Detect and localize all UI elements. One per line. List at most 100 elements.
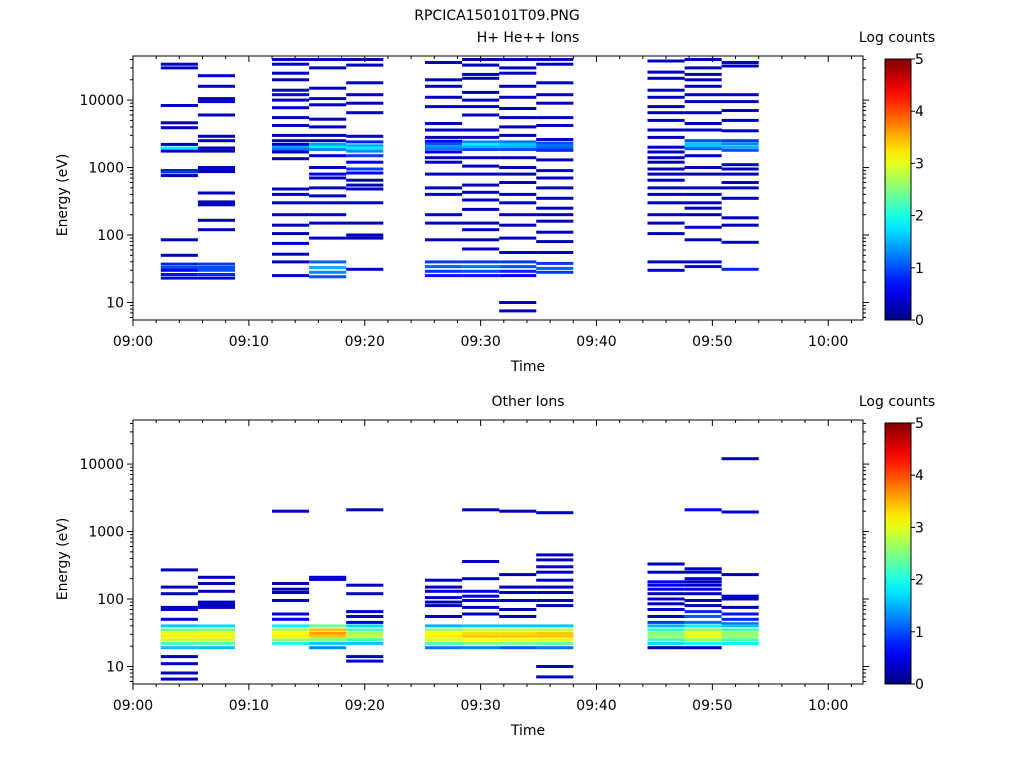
x-tick-label: 10:00	[808, 698, 848, 714]
heatmap-cell	[536, 144, 574, 148]
heatmap-cell	[425, 95, 463, 99]
y-tick-label: 1000	[88, 525, 124, 541]
heatmap-cell	[684, 166, 722, 169]
heatmap-cell	[462, 594, 500, 598]
heatmap-cell	[425, 638, 463, 642]
heatmap-cell	[346, 140, 384, 144]
y-tick-label: 10000	[79, 457, 124, 473]
heatmap-cell	[197, 266, 235, 269]
heatmap-cell	[160, 638, 198, 642]
heatmap-cell	[684, 646, 722, 650]
heatmap-cell	[647, 59, 685, 63]
heatmap-cell	[536, 558, 574, 562]
heatmap-cell	[647, 118, 685, 122]
heatmap-cell	[272, 617, 310, 621]
heatmap-cell	[684, 610, 722, 614]
heatmap-cell	[197, 575, 235, 579]
heatmap-cell	[647, 172, 685, 176]
heatmap-cell	[346, 187, 384, 191]
heatmap-cell	[160, 617, 198, 621]
x-tick-label: 09:30	[460, 334, 500, 350]
heatmap-cell	[425, 604, 463, 608]
heatmap-cell	[197, 638, 235, 642]
heatmap-cell	[160, 671, 198, 675]
heatmap-cell	[684, 620, 722, 624]
heatmap-cell	[462, 228, 500, 232]
heatmap-cell	[309, 172, 347, 176]
heatmap-cell	[425, 600, 463, 604]
heatmap-cell	[647, 221, 685, 225]
heatmap-cell	[309, 221, 347, 225]
heatmap-cell	[499, 145, 537, 149]
heatmap-cell	[346, 583, 384, 587]
heatmap-cell	[647, 201, 685, 205]
heatmap-cell	[536, 565, 574, 569]
heatmap-cell	[721, 457, 759, 461]
heatmap-cell	[536, 638, 574, 642]
heatmap-cell	[721, 605, 759, 609]
heatmap-cell	[721, 612, 759, 616]
heatmap-cell	[499, 172, 537, 176]
heatmap-cell	[684, 142, 722, 146]
heatmap-cell	[536, 146, 574, 150]
heatmap-cell	[721, 181, 759, 184]
heatmap-cell	[721, 617, 759, 621]
heatmap-cell	[536, 141, 574, 145]
heatmap-cell	[425, 578, 463, 582]
colorbar-tick-label: 3	[915, 156, 924, 172]
heatmap-cell	[647, 156, 685, 160]
heatmap-cell	[160, 631, 198, 635]
heatmap-cell	[425, 142, 463, 146]
heatmap-cell	[721, 172, 759, 176]
heatmap-cell	[462, 221, 500, 225]
heatmap-cell	[536, 270, 574, 274]
heatmap-cell	[309, 275, 347, 279]
heatmap-cell	[160, 126, 198, 130]
heatmap-cell	[272, 260, 310, 264]
heatmap-cell	[499, 156, 537, 160]
colorbar-tick-label: 4	[915, 468, 924, 484]
heatmap-cell	[160, 646, 198, 650]
heatmap-cell	[462, 128, 500, 132]
heatmap-cell	[536, 58, 574, 61]
heatmap-cell	[197, 113, 235, 117]
heatmap-cell	[536, 81, 574, 85]
heatmap-cell	[536, 251, 574, 254]
heatmap-cell	[197, 149, 235, 153]
heatmap-cell	[684, 567, 722, 571]
heatmap-cell	[647, 620, 685, 624]
colorbar-tick-label: 0	[915, 313, 924, 329]
heatmap-cell	[462, 76, 500, 80]
heatmap-cell	[346, 236, 384, 240]
y-tick-label: 10000	[79, 93, 124, 109]
heatmap-cell	[462, 624, 500, 628]
heatmap-cell	[684, 631, 722, 635]
panel-title: Other Ions	[491, 394, 564, 410]
heatmap-cell	[160, 66, 198, 70]
heatmap-cell	[721, 628, 759, 632]
x-tick-label: 10:00	[808, 334, 848, 350]
heatmap-cell	[197, 166, 235, 169]
heatmap-cell	[197, 74, 235, 78]
heatmap-cell	[425, 596, 463, 600]
heatmap-cell	[197, 262, 235, 266]
heatmap-cell	[462, 198, 500, 202]
heatmap-cell	[684, 570, 722, 574]
heatmap-cell	[536, 230, 574, 234]
heatmap-cell	[272, 148, 310, 151]
heatmap-cell	[647, 615, 685, 618]
heatmap-cell	[499, 634, 537, 638]
heatmap-cell	[346, 146, 384, 150]
heatmap-cell	[197, 228, 235, 232]
colorbar-tick-label: 1	[915, 261, 924, 277]
heatmap-cell	[536, 196, 574, 200]
heatmap-cell	[160, 624, 198, 628]
heatmap-cell	[160, 268, 198, 272]
heatmap-cell	[462, 265, 500, 269]
heatmap-cell	[462, 148, 500, 151]
heatmap-cell	[160, 266, 198, 269]
heatmap-cell	[721, 118, 759, 122]
heatmap-cell	[536, 176, 574, 180]
heatmap-cell	[536, 62, 574, 66]
heatmap-cell	[346, 201, 384, 205]
